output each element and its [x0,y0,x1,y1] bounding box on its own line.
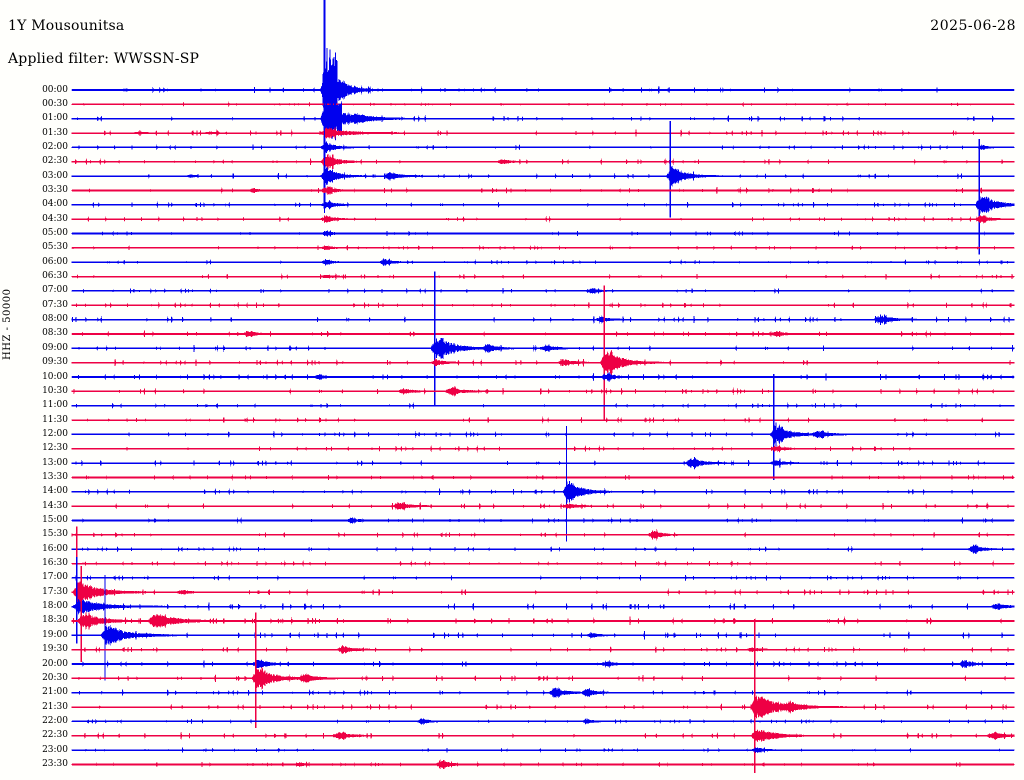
time-tick-label: 06:30 [42,271,68,282]
time-tick-label: 14:30 [42,500,68,511]
time-tick-label: 06:00 [42,256,68,267]
time-tick-label: 02:00 [42,141,68,152]
time-tick-label: 18:00 [42,601,68,612]
time-tick-label: 19:30 [42,644,68,655]
time-tick-label: 21:30 [42,701,68,712]
time-tick-label: 09:00 [42,342,68,353]
time-tick-label: 20:30 [42,672,68,683]
time-tick-label: 16:00 [42,543,68,554]
time-tick-label: 22:30 [42,730,68,741]
time-tick-label: 07:00 [42,285,68,296]
time-tick-label: 00:00 [42,84,68,95]
time-tick-label: 02:30 [42,156,68,167]
time-tick-label: 11:00 [42,400,68,411]
time-tick-label: 10:00 [42,371,68,382]
time-tick-label: 18:30 [42,615,68,626]
time-tick-label: 03:30 [42,184,68,195]
time-tick-label: 00:30 [42,98,68,109]
time-tick-label: 09:30 [42,357,68,368]
time-tick-label: 05:30 [42,242,68,253]
time-tick-label: 13:00 [42,457,68,468]
time-tick-label: 08:30 [42,328,68,339]
date-label: 2025-06-28 [930,18,1016,34]
time-tick-label: 15:30 [42,529,68,540]
time-tick-label: 01:30 [42,127,68,138]
time-tick-label: 12:30 [42,443,68,454]
time-tick-label: 05:00 [42,228,68,238]
time-tick-label: 22:00 [42,715,68,726]
time-tick-label: 13:30 [42,471,68,482]
time-tick-label: 23:30 [42,758,68,769]
time-tick-label: 10:30 [42,385,68,396]
time-tick-label: 04:00 [42,199,68,210]
time-tick-label: 17:00 [42,572,68,583]
time-tick-label: 17:30 [42,586,68,597]
time-tick-label: 03:00 [42,170,68,181]
time-tick-label: 16:30 [42,558,68,569]
time-tick-label: 19:00 [42,629,68,640]
time-tick-label: 15:00 [42,515,68,525]
time-tick-label: 11:30 [42,414,68,425]
page-title: 1Y Mousounitsa [8,18,125,34]
time-tick-label: 07:30 [42,299,68,310]
time-tick-label: 08:00 [42,314,68,325]
applied-filter-label: Applied filter: WWSSN-SP [8,51,200,67]
time-tick-label: 23:00 [42,744,68,755]
time-tick-label: 04:30 [42,213,68,224]
time-tick-label: 20:00 [42,658,68,669]
time-tick-label: 21:00 [42,687,68,698]
time-tick-label: 01:00 [42,113,68,124]
time-tick-label: 14:00 [42,486,68,497]
time-tick-label: 12:00 [42,428,68,439]
